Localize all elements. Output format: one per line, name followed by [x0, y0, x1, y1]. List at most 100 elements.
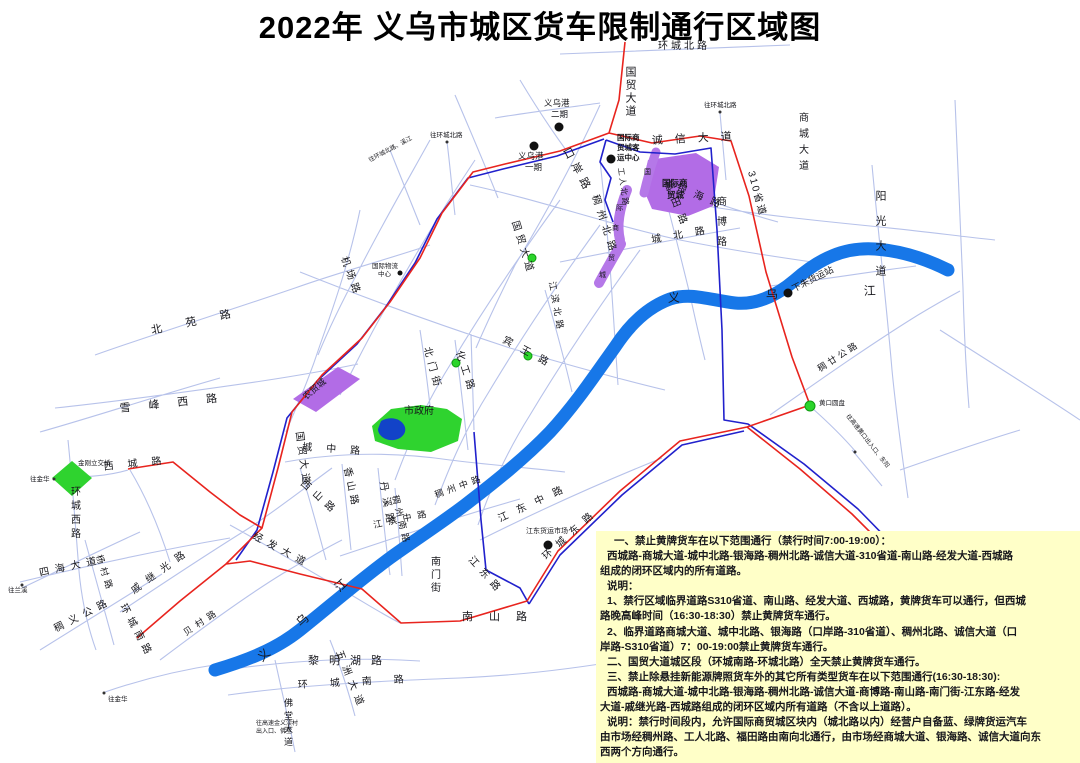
poi-label-port2-2: 二期	[551, 109, 568, 119]
notice-line: 西城路-商城大道-城中北路-银海路-稠州北路-诚信大道-310省道-南山路-经发…	[607, 550, 1013, 563]
green-areas	[52, 405, 462, 496]
notice-line: 组成的闭环区域内的所有道路。	[600, 565, 747, 578]
note-to-huancheng-bei-2: 往环城北路	[704, 100, 737, 109]
notice-line: 岸路-S310省道）7：00-19:00禁止黄牌货车通行。	[600, 640, 834, 653]
notice-line: 大道-戚继光路-西城路组成的闭环区域内所有道路（不含以上道路）。	[600, 701, 917, 714]
page-title: 2022年 义乌市城区货车限制通行区域图	[258, 10, 822, 45]
road-label-guomao-dadao: 国贸大道	[624, 66, 637, 118]
poi-label-jingang: 金刚立交桥	[78, 458, 111, 467]
poi-label-port2-1: 义乌港	[544, 98, 570, 108]
market-areas	[293, 147, 719, 412]
poi-dots	[20, 110, 857, 695]
road-label-huancheng-nan-2: 环城南路	[297, 671, 426, 691]
market-strip-char: 贸	[608, 253, 615, 262]
market-label-line2: 贸城	[667, 190, 685, 200]
note-to-jinhua-2: 往金华	[108, 694, 128, 703]
road-label-fotang-dadao: 佛堂大道	[283, 697, 293, 750]
xiazhu-freight-dot	[783, 288, 793, 298]
road-label-shangcheng-dadao: 商城大道	[797, 111, 809, 176]
note-to-jinhua: 往金华	[30, 474, 50, 483]
road-label-chengxin-dadao: 诚信大道	[651, 128, 744, 147]
note-to-gaosu-fotang-1: 往高速金义渎村	[256, 719, 298, 727]
poi-label-jiangdong-market: 江东货运市场	[526, 526, 568, 535]
jiangdong-market-dot	[543, 540, 553, 550]
jingang-interchange-diamond	[52, 461, 92, 496]
market-label-line1: 国际商	[662, 178, 688, 188]
road-label-xuefeng-xi: 雪峰西路	[119, 390, 236, 415]
road-label-binwang-lu: 宾王路	[501, 333, 560, 373]
note-dot	[52, 477, 56, 481]
road-label-huagong-lu: 化工路	[453, 349, 479, 396]
xiuhu-lake	[378, 418, 406, 441]
poi-label-wuliu-1: 国际物流	[372, 261, 399, 270]
notice-line: 一、禁止黄牌货车在以下范围通行（禁行时间7:00-19:00）：	[614, 535, 892, 547]
road-label-kouan-lu: 口岸路	[560, 145, 595, 196]
road-label-xicheng-lu: 西城路	[103, 453, 176, 473]
notice-line: 由市场经稠州路、工人北路、福田路由南向北通行，由市场经商城大道、银海路、诚信大道…	[600, 731, 1041, 744]
poi-label-wuliu-2: 中心	[378, 269, 392, 278]
road-label-nanmen-jie: 南门街	[429, 555, 441, 595]
logistics-center-dot	[397, 270, 403, 276]
note-to-lanxi: 往兰溪	[8, 585, 28, 594]
river-label-yiwu-jiang-lower: 义乌江	[254, 549, 380, 665]
road-label-liminghu-lu: 黎明湖路	[308, 653, 392, 667]
market-strip-char: 城	[599, 271, 606, 279]
notice-line: 说明：禁行时间段内，允许国际商贸城区块内（城北路以内）经营户自备蓝、绿牌货运汽车	[607, 716, 1027, 729]
poi-label-keyun-1: 国际商	[617, 132, 640, 142]
yiwu-port-2-dot	[554, 122, 564, 132]
notice-box: 一、禁止黄牌货车在以下范围通行（禁行时间7:00-19:00）： 西城路-商城大…	[596, 531, 1080, 763]
note-to-huancheng-bei-xi: 往环城北路、溪江	[367, 134, 413, 164]
huangkou-roundabout-dot	[804, 400, 816, 412]
road-label-yangguang-dadao: 阳光大道	[874, 190, 887, 290]
notice-line: 1、禁行区域临界道路S310省道、南山路、经发大道、西城路，黄牌货车可以通行，但…	[607, 595, 1026, 608]
road-label-jiangdong-zhong: 江东中路	[496, 479, 574, 525]
notice-line: 路晚高峰时间（16:30-18:30）禁止黄牌货车通行。	[600, 610, 836, 623]
road-label-huancheng-bei: 环城北路	[658, 39, 710, 52]
note-dot	[102, 691, 106, 695]
poi-label-port1-2: 一期	[525, 162, 542, 172]
road-label-sihai-dadao: 四海大道	[38, 553, 103, 579]
note-dot	[853, 450, 857, 454]
green-node-dot	[523, 351, 533, 361]
note-dot	[20, 583, 24, 587]
road-label-chengzhong-lu: 城中路	[302, 440, 375, 458]
poi-label-port1-1: 义乌港	[518, 151, 544, 161]
road-label-shangbo-lu: 商博路	[715, 195, 727, 256]
road-label-nanshan-lu: 南山路	[462, 610, 543, 623]
poi-label-keyun-3: 运中心	[617, 152, 640, 162]
green-node-dot	[451, 358, 461, 368]
road-label-jiangdong-lu: 江东路	[466, 553, 508, 597]
poi-label-huangkou: 黄口圆盘	[819, 398, 846, 407]
market-strip-char: 国	[644, 168, 651, 176]
road-label-beicun-lu: 贝村路	[181, 605, 222, 638]
yellow-truck-ban-boundary-red	[127, 41, 896, 639]
notice-line: 西两个方向通行。	[600, 746, 684, 759]
road-label-beiyuan-lu: 北苑路	[150, 302, 255, 337]
green-node-dot	[527, 253, 537, 263]
notice-line: 二、国贸大道城区段（环城南路-环城北路）全天禁止黄牌货车通行。	[607, 655, 926, 668]
note-dot	[718, 110, 722, 114]
market-strip-char: 商	[612, 223, 619, 232]
government-park	[372, 405, 462, 452]
yiwu-river-shape	[208, 242, 955, 677]
road-label-beimen-jie: 北门街	[421, 345, 445, 392]
road-label-huancheng-xi: 环城西路	[69, 486, 81, 542]
notice-line: 西城路-商城大道-城中北路-银海路-稠州北路-诚信大道-商博路-南山路-南门街-…	[607, 685, 1020, 698]
note-to-huancheng-bei: 往环城北路	[430, 130, 463, 139]
notice-line: 2、临界道路商城大道、城中北路、银海路（口岸路-310省道）、稠州北路、诚信大道…	[607, 625, 1018, 638]
market-strip-char: 际	[616, 203, 623, 212]
note-dot	[445, 140, 449, 144]
notice-line: 三、禁止除悬挂新能源牌照货车外的其它所有类型货车在以下范围通行(16:30-18…	[607, 670, 1001, 683]
passenger-center-dot	[606, 154, 616, 164]
road-label-jingfa-dadao: 经发大道	[251, 529, 314, 571]
road-label-huancheng-nan: 环城南路	[117, 601, 157, 660]
yiwu-port-1-dot	[529, 141, 539, 151]
note-to-gaosu-fotang-2: 出入口、佛堂	[256, 727, 292, 735]
road-label-guomao-dadao-3: 国贸大道	[293, 431, 314, 488]
poi-label-keyun-2: 贸城客	[617, 142, 640, 152]
notice-line: 说明：	[607, 580, 639, 593]
note-to-gaosu-huangkou: 往高速黄口出入口、东阳	[844, 412, 891, 469]
area-label-shizhengfu: 市政府	[404, 404, 434, 417]
